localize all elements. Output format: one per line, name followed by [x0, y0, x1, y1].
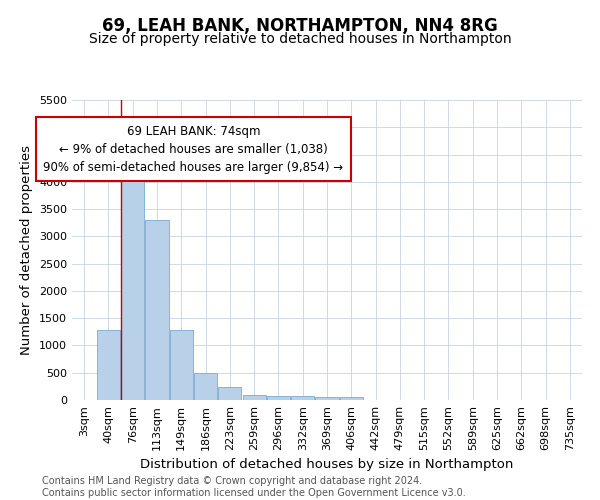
X-axis label: Distribution of detached houses by size in Northampton: Distribution of detached houses by size …: [140, 458, 514, 471]
Text: 69 LEAH BANK: 74sqm
← 9% of detached houses are smaller (1,038)
90% of semi-deta: 69 LEAH BANK: 74sqm ← 9% of detached hou…: [43, 124, 343, 174]
Bar: [145, 220, 169, 400]
Text: 69, LEAH BANK, NORTHAMPTON, NN4 8RG: 69, LEAH BANK, NORTHAMPTON, NN4 8RG: [102, 18, 498, 36]
Bar: [291, 396, 314, 400]
Bar: [170, 330, 193, 400]
Bar: [316, 396, 338, 400]
Bar: [97, 330, 120, 400]
Bar: [194, 374, 217, 400]
Bar: [340, 396, 363, 400]
Text: Contains HM Land Registry data © Crown copyright and database right 2024.
Contai: Contains HM Land Registry data © Crown c…: [42, 476, 466, 498]
Bar: [121, 162, 144, 400]
Bar: [218, 387, 241, 400]
Bar: [267, 396, 290, 400]
Bar: [242, 394, 266, 400]
Y-axis label: Number of detached properties: Number of detached properties: [20, 145, 34, 355]
Text: Size of property relative to detached houses in Northampton: Size of property relative to detached ho…: [89, 32, 511, 46]
